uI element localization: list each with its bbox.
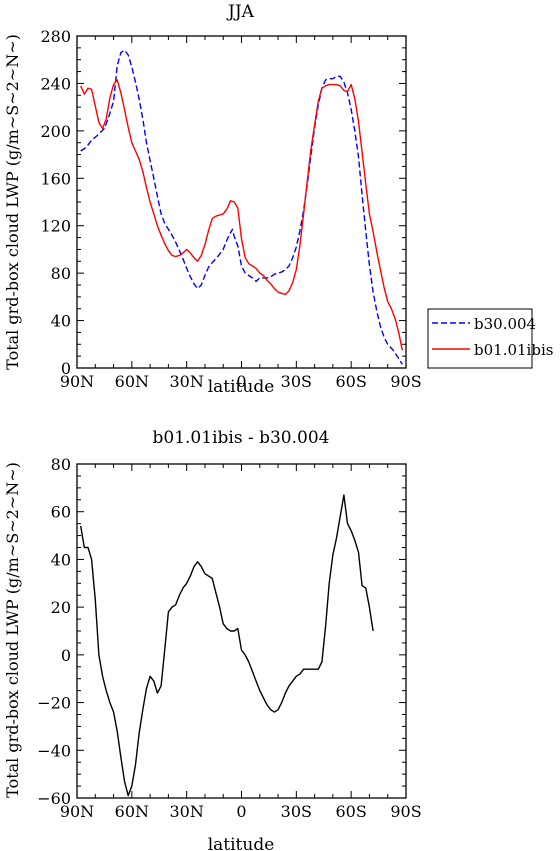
top-series-lines <box>80 49 403 365</box>
top-y-axis-label: Total grd-box cloud LWP (g/m~S~2~N~) <box>3 34 22 370</box>
bottom-x-tick-label: 90S <box>390 802 421 821</box>
bottom-x-tick-label: 0 <box>236 802 246 821</box>
top-y-tick-label: 80 <box>51 264 71 283</box>
bottom-y-tick-label: 0 <box>61 646 71 665</box>
top-y-tick-label: 120 <box>40 217 71 236</box>
legend-box <box>427 308 533 369</box>
bottom-y-tick-label: −60 <box>37 789 71 808</box>
bottom-y-tick-label: 40 <box>51 550 71 569</box>
bottom-chart: b01.01ibis - b30.004 90N 60N 30N 0 30S 60S 90S… <box>3 428 422 851</box>
bottom-x-tick-label: 60N <box>115 802 149 821</box>
top-y-tick-label: 240 <box>40 74 71 93</box>
top-x-tick-label: 30N <box>169 372 203 391</box>
top-x-tick-label: 90S <box>390 372 421 391</box>
bottom-plot-frame <box>76 463 407 799</box>
top-series-line-b01-01ibis <box>80 79 403 351</box>
bottom-series-line-difference <box>80 494 374 797</box>
bottom-chart-title: b01.01ibis - b30.004 <box>153 428 330 448</box>
bottom-y-tick-label: 60 <box>51 503 71 522</box>
top-y-tick-label: 200 <box>40 122 71 141</box>
top-y-tick-label: 0 <box>61 359 71 378</box>
top-chart-legend: b30.004 b01.01ibis <box>427 308 553 369</box>
top-y-tick-label: 160 <box>40 169 71 188</box>
bottom-y-tick-label: 80 <box>51 455 71 474</box>
legend-label-b30: b30.004 <box>474 315 536 333</box>
bottom-x-tick-label: 30S <box>281 802 312 821</box>
top-chart-title: JJA <box>226 2 255 22</box>
top-axis-ticks: 90N 60N 30N 0 30S 60S 90S 0 40 80 120 160 200 240 280 <box>40 27 421 391</box>
bottom-axis-ticks: 90N 60N 30N 0 30S 60S 90S −60 −40 −20 0 20 40 60 80 <box>37 455 421 821</box>
bottom-y-tick-label: −40 <box>37 741 71 760</box>
bottom-y-tick-label: −20 <box>37 694 71 713</box>
bottom-y-axis-label: Total grd-box cloud LWP (g/m~S~2~N~) <box>3 462 22 798</box>
top-y-tick-label: 40 <box>51 312 71 331</box>
bottom-series-lines <box>80 494 374 797</box>
legend-label-b01: b01.01ibis <box>474 341 553 359</box>
bottom-y-tick-label: 20 <box>51 598 71 617</box>
top-plot-frame <box>76 35 407 369</box>
top-x-tick-label: 60N <box>115 372 149 391</box>
top-x-axis-label: latitude <box>208 377 275 397</box>
top-x-tick-label: 90N <box>60 372 94 391</box>
bottom-x-axis-label: latitude <box>208 835 275 851</box>
bottom-x-tick-label: 30N <box>169 802 203 821</box>
top-chart: JJA 90N 60N 30N 0 30S 60S 90S 0 40 80 120 160 200 240… <box>3 2 422 397</box>
bottom-x-tick-label: 60S <box>336 802 367 821</box>
top-x-tick-label: 60S <box>336 372 367 391</box>
top-y-tick-label: 280 <box>40 27 71 46</box>
bottom-x-tick-label: 90N <box>60 802 94 821</box>
top-x-tick-label: 30S <box>281 372 312 391</box>
top-x-tick-label: 0 <box>236 372 246 391</box>
